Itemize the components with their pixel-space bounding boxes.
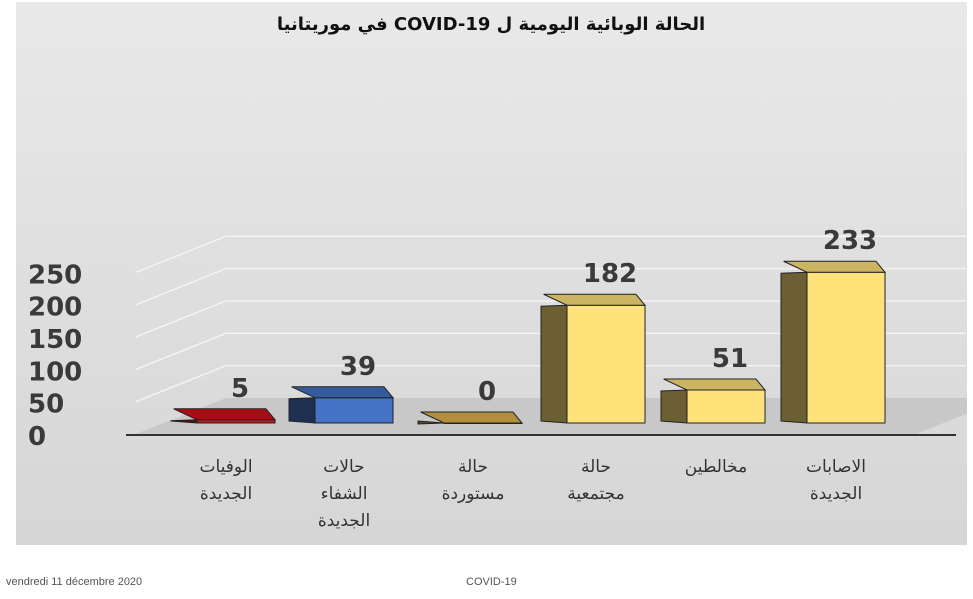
category-label: مجتمعية xyxy=(567,484,624,504)
y-tick-label: 0 xyxy=(28,422,46,452)
bar xyxy=(314,397,394,424)
category-label: حالة xyxy=(458,457,488,477)
bar-top xyxy=(291,386,395,399)
footer-topic: COVID-19 xyxy=(466,576,517,588)
bar xyxy=(806,271,886,424)
bar xyxy=(566,304,646,424)
bar-chart: الحالة الوبائية اليومية ل COVID-19 في مو… xyxy=(28,14,967,531)
data-label: 182 xyxy=(583,259,637,289)
category-label: مستوردة xyxy=(442,484,505,504)
bar-top xyxy=(663,378,767,391)
y-tick-label: 200 xyxy=(28,293,82,323)
bar-side xyxy=(660,389,688,424)
data-label: 5 xyxy=(231,374,249,404)
bar-top xyxy=(543,293,647,306)
data-label: 233 xyxy=(823,226,877,256)
data-label: 39 xyxy=(340,352,376,382)
gridline-5 xyxy=(135,235,966,273)
chart-title: الحالة الوبائية اليومية ل COVID-19 في مو… xyxy=(277,14,705,35)
gridline-3 xyxy=(135,300,966,338)
gridline-4 xyxy=(135,267,966,306)
gridline-2 xyxy=(135,332,966,370)
bar-side xyxy=(288,397,316,424)
category-label: الجديدة xyxy=(200,484,252,504)
bar-side xyxy=(417,420,445,425)
bar-side xyxy=(540,304,568,424)
category-label: الجديدة xyxy=(810,484,862,504)
footer-date: vendredi 11 décembre 2020 xyxy=(6,576,143,588)
category-label: حالة xyxy=(581,457,611,477)
bar-top xyxy=(420,411,524,424)
data-label: 0 xyxy=(478,377,496,407)
category-label: الوفيات xyxy=(199,457,252,477)
bar-side xyxy=(780,271,808,424)
chart-panel: الحالة الوبائية اليومية ل COVID-19 في مو… xyxy=(16,2,967,545)
gridline-1 xyxy=(135,364,966,403)
category-label: الاصابات xyxy=(806,457,866,477)
bar-top xyxy=(173,408,277,421)
category-label: حالات xyxy=(323,457,364,477)
category-label: الجديدة xyxy=(318,511,370,531)
y-tick-label: 150 xyxy=(28,325,82,355)
category-label: الشفاء xyxy=(321,484,368,504)
y-tick-label: 50 xyxy=(28,390,64,420)
data-label: 51 xyxy=(712,344,748,374)
y-tick-label: 100 xyxy=(28,357,82,387)
y-tick-label: 250 xyxy=(28,260,82,290)
bar xyxy=(686,389,766,424)
bar-top xyxy=(783,260,887,273)
category-label: مخالطين xyxy=(685,457,747,477)
